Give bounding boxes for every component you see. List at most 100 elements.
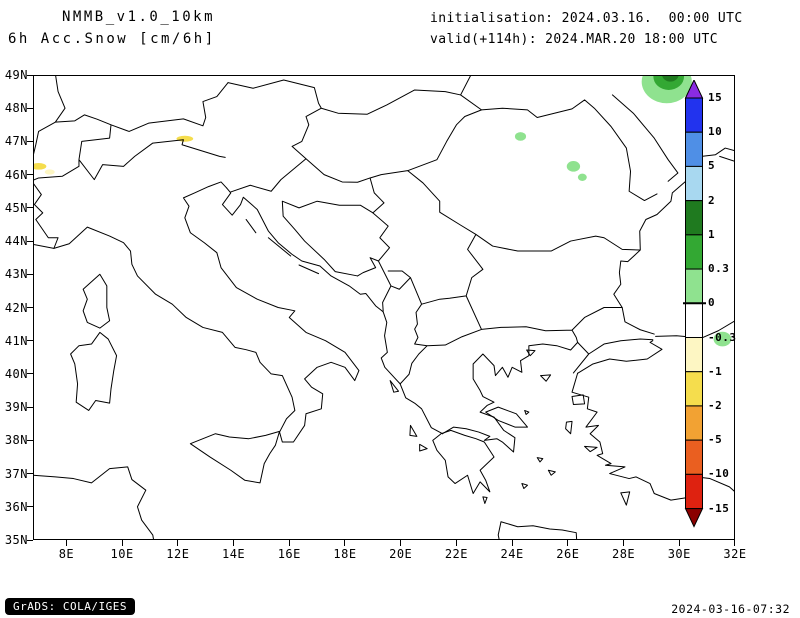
y-tick-label: 35N	[4, 533, 28, 547]
y-tick-label: 41N	[4, 333, 28, 348]
colorbar-arrow-bottom	[684, 508, 704, 528]
y-tick-mark	[27, 307, 33, 308]
y-tick-mark	[27, 373, 33, 375]
colorbar-segment	[685, 97, 703, 133]
turkey-marmara-coast	[573, 339, 662, 373]
y-tick-mark	[27, 473, 33, 475]
snow-patch	[577, 173, 587, 181]
colorbar-label: 0	[708, 296, 716, 310]
colorbar-label: -10	[708, 467, 730, 481]
y-tick-mark	[27, 506, 33, 508]
borders-central	[228, 75, 481, 276]
snow-patch	[44, 169, 55, 175]
y-tick-mark	[27, 174, 33, 176]
y-tick-mark	[27, 539, 33, 541]
y-tick-mark	[27, 406, 33, 408]
y-tick-label: 38N	[4, 433, 28, 448]
valid-time: valid(+114h): 2024.MAR.20 18:00 UTC	[430, 32, 718, 47]
colorbar-segment	[685, 268, 703, 304]
y-tick-label: 47N	[4, 134, 28, 149]
x-tick-mark	[233, 540, 235, 546]
y-tick-label: 45N	[4, 200, 28, 215]
x-tick-mark	[623, 540, 625, 546]
y-tick-mark	[27, 240, 33, 242]
colorbar-label: 15	[708, 91, 723, 104]
x-tick-mark	[511, 540, 513, 546]
snow-patch	[176, 135, 194, 142]
y-tick-mark	[27, 273, 33, 275]
x-tick-mark	[65, 540, 67, 546]
colorbar-label: -5	[708, 433, 723, 447]
borders-balkan	[358, 213, 623, 384]
map-canvas	[33, 75, 735, 540]
init-time: initialisation: 2024.03.16. 00:00 UTC	[430, 11, 743, 26]
italy-coast	[33, 182, 359, 442]
colorbar-segment	[685, 371, 703, 407]
east-adriatic-coast	[222, 188, 383, 312]
colorbar-segment	[685, 439, 703, 475]
greece-east-coast	[442, 342, 577, 452]
snow-patch	[33, 163, 47, 170]
x-tick-mark	[678, 540, 680, 546]
africa-coast	[33, 467, 154, 540]
x-tick-mark	[567, 540, 569, 546]
y-tick-label: 44N	[4, 234, 28, 249]
y-tick-label: 48N	[4, 101, 28, 116]
colorbar-segment	[685, 200, 703, 236]
y-tick-label: 40N	[4, 366, 28, 381]
x-tick-label: 18E	[333, 547, 357, 561]
colorbar-label: -1	[708, 364, 723, 378]
x-tick-mark	[400, 540, 402, 546]
x-tick-label: 10E	[110, 547, 134, 561]
y-tick-mark	[27, 340, 33, 342]
x-tick-mark	[455, 540, 457, 546]
model-name: NMMB_v1.0_10km	[62, 9, 216, 25]
colorbar-segment	[685, 337, 703, 373]
render-timestamp: 2024-03-16-07:32	[671, 602, 790, 616]
map-lines-layer	[33, 75, 735, 540]
x-tick-mark	[344, 540, 346, 546]
grads-stamp: GrADS: COLA/IGES	[5, 598, 135, 615]
y-tick-label: 43N	[4, 267, 28, 282]
x-tick-label: 30E	[667, 547, 691, 561]
snow-patch	[662, 75, 679, 82]
y-tick-mark	[27, 74, 33, 76]
albania-greece-coast	[381, 312, 442, 434]
snow-shading-layer	[33, 75, 732, 347]
colorbar-segment	[685, 234, 703, 270]
x-tick-label: 20E	[389, 547, 413, 561]
colorbar-segment	[685, 302, 703, 339]
y-tick-mark	[27, 107, 33, 109]
colorbar-arrow-top	[684, 80, 704, 99]
colorbar-label: -2	[708, 398, 723, 412]
y-tick-label: 42N	[4, 300, 28, 315]
colorbar-label: 5	[708, 159, 716, 173]
y-tick-label: 36N	[4, 499, 28, 514]
colorbar-label: 10	[708, 125, 723, 139]
y-tick-label: 46N	[4, 167, 28, 182]
y-tick-label: 37N	[4, 466, 28, 481]
colorbar-segment	[685, 473, 703, 510]
y-tick-mark	[27, 140, 33, 142]
snow-patch	[566, 161, 581, 172]
colorbar-label: -15	[708, 501, 730, 515]
x-tick-label: 22E	[444, 547, 469, 561]
x-tick-label: 32E	[723, 547, 747, 561]
greek-islands	[390, 350, 630, 540]
x-tick-mark	[177, 540, 179, 546]
x-tick-label: 16E	[277, 547, 301, 561]
x-tick-label: 26E	[556, 547, 580, 561]
snow-patch	[514, 132, 527, 141]
x-tick-label: 28E	[611, 547, 636, 561]
peloponnese-coast	[433, 430, 494, 493]
colorbar-segment	[685, 165, 703, 202]
x-tick-mark	[288, 540, 290, 546]
x-tick-label: 8E	[58, 547, 75, 561]
snow-patch	[713, 331, 732, 347]
y-tick-mark	[27, 439, 33, 441]
borders-east	[370, 95, 678, 251]
x-tick-mark	[121, 540, 123, 546]
borders-west	[33, 75, 228, 248]
colorbar-label: 0.3	[708, 262, 730, 276]
